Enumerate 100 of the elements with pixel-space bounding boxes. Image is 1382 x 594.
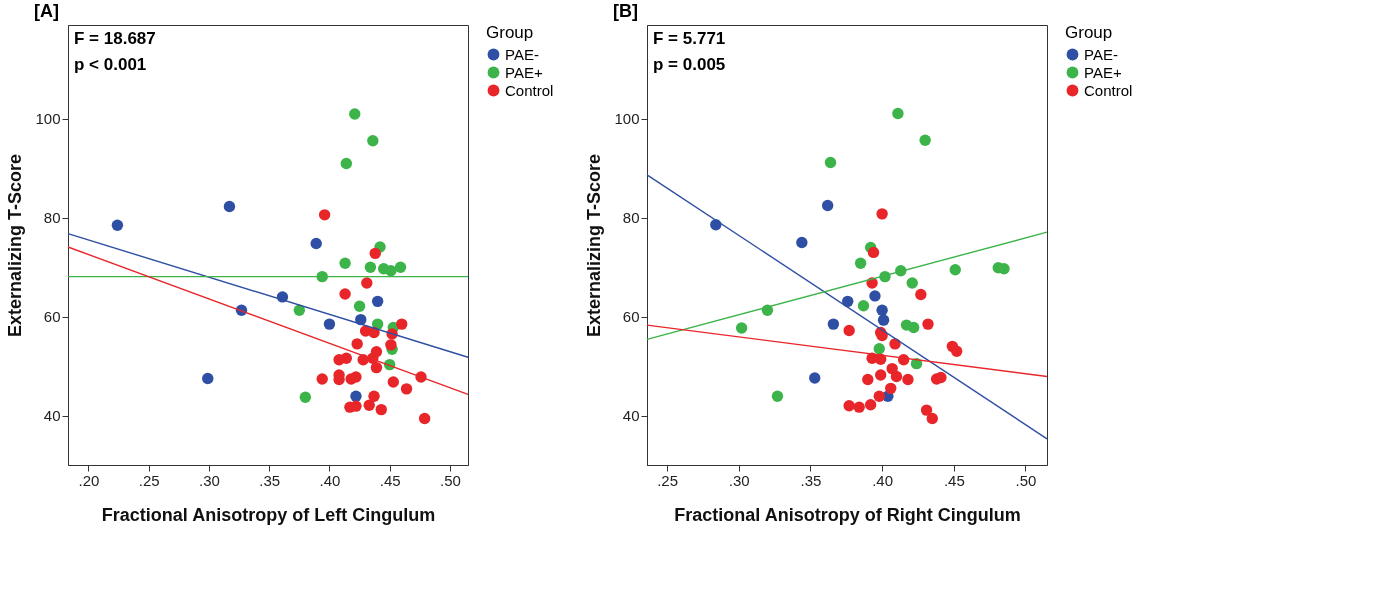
point xyxy=(111,219,124,231)
legend-label: PAE- xyxy=(505,45,539,63)
point xyxy=(892,107,904,120)
x-tick-label: .30 xyxy=(199,471,220,489)
point xyxy=(385,339,397,351)
annotation: F = 18.687 xyxy=(74,29,156,48)
point xyxy=(867,246,880,259)
point xyxy=(350,390,362,402)
y-tick-label: 80 xyxy=(43,209,61,227)
x-tick-label: .50 xyxy=(1015,471,1037,489)
x-tick-label: .40 xyxy=(872,471,894,489)
y-tick-label: 80 xyxy=(622,209,640,227)
point xyxy=(922,318,934,330)
x-tick-label: .45 xyxy=(379,471,401,489)
x-tick-label: .35 xyxy=(259,471,281,489)
point xyxy=(926,412,939,425)
point xyxy=(318,209,331,221)
point xyxy=(935,371,947,384)
point xyxy=(874,369,887,381)
annotation: p < 0.001 xyxy=(74,55,147,74)
point xyxy=(862,373,874,386)
point xyxy=(364,261,377,273)
x-tick-label: .20 xyxy=(78,471,100,489)
point xyxy=(340,352,353,364)
point xyxy=(907,321,920,334)
point xyxy=(920,404,933,416)
point xyxy=(735,322,748,334)
legend-label: PAE+ xyxy=(1084,63,1122,81)
point xyxy=(877,314,890,326)
point xyxy=(350,371,362,383)
point xyxy=(873,390,885,402)
point xyxy=(394,261,407,273)
point xyxy=(864,399,877,411)
point xyxy=(854,257,867,269)
point xyxy=(340,157,353,170)
point xyxy=(809,372,821,384)
y-tick-label: 40 xyxy=(622,407,640,425)
point xyxy=(949,264,961,276)
point xyxy=(361,277,373,289)
point xyxy=(919,134,931,146)
point xyxy=(299,391,312,403)
y-tick-label: 100 xyxy=(35,110,61,128)
point xyxy=(387,376,399,388)
point xyxy=(950,345,963,357)
x-tick-label: .30 xyxy=(728,471,750,489)
point xyxy=(368,326,380,339)
point xyxy=(400,383,413,395)
point xyxy=(202,372,214,385)
x-axis-title: Fractional Anisotropy of Left Cingulum xyxy=(101,504,436,525)
point xyxy=(842,295,854,308)
point xyxy=(771,390,784,402)
point xyxy=(906,277,918,289)
point xyxy=(369,247,381,260)
point xyxy=(293,304,306,316)
point xyxy=(843,399,855,412)
point xyxy=(796,236,808,249)
point xyxy=(857,300,870,312)
point xyxy=(843,324,855,337)
point xyxy=(310,237,322,250)
annotation: F = 5.771 xyxy=(653,29,726,48)
point xyxy=(353,300,366,312)
point xyxy=(323,318,336,330)
point xyxy=(363,399,375,411)
point xyxy=(339,257,351,269)
point xyxy=(385,265,397,277)
legend-title: Group xyxy=(486,23,534,42)
point xyxy=(915,288,927,301)
legend-title: Group xyxy=(1065,23,1113,42)
y-tick-label: 40 xyxy=(43,407,61,425)
point xyxy=(367,135,379,147)
chart-title: [B] xyxy=(613,1,638,21)
legend-label: Control xyxy=(1084,81,1133,99)
point xyxy=(375,403,387,416)
x-axis-title: Fractional Anisotropy of Right Cingulum xyxy=(674,504,1021,525)
point xyxy=(853,401,865,413)
point xyxy=(890,370,903,383)
point xyxy=(339,288,351,300)
y-tick-label: 100 xyxy=(614,110,640,128)
point xyxy=(876,304,888,316)
point xyxy=(869,290,881,302)
point xyxy=(873,343,885,355)
x-tick-label: .25 xyxy=(657,471,678,489)
point xyxy=(370,361,383,374)
point xyxy=(223,200,236,213)
y-tick-label: 60 xyxy=(43,308,61,326)
legend-label: Control xyxy=(505,81,554,99)
point xyxy=(418,412,431,425)
point xyxy=(371,295,384,308)
y-axis-title: Externalizing T-Score xyxy=(5,153,26,338)
point xyxy=(351,338,363,350)
x-tick-label: .25 xyxy=(138,471,160,489)
y-axis-title: Externalizing T-Score xyxy=(584,153,605,338)
point xyxy=(902,373,914,386)
x-tick-label: .40 xyxy=(319,471,341,489)
point xyxy=(821,199,834,212)
y-tick-label: 60 xyxy=(622,308,640,326)
point xyxy=(368,390,380,402)
x-tick-label: .35 xyxy=(800,471,822,489)
point xyxy=(349,108,361,120)
point xyxy=(885,382,897,395)
